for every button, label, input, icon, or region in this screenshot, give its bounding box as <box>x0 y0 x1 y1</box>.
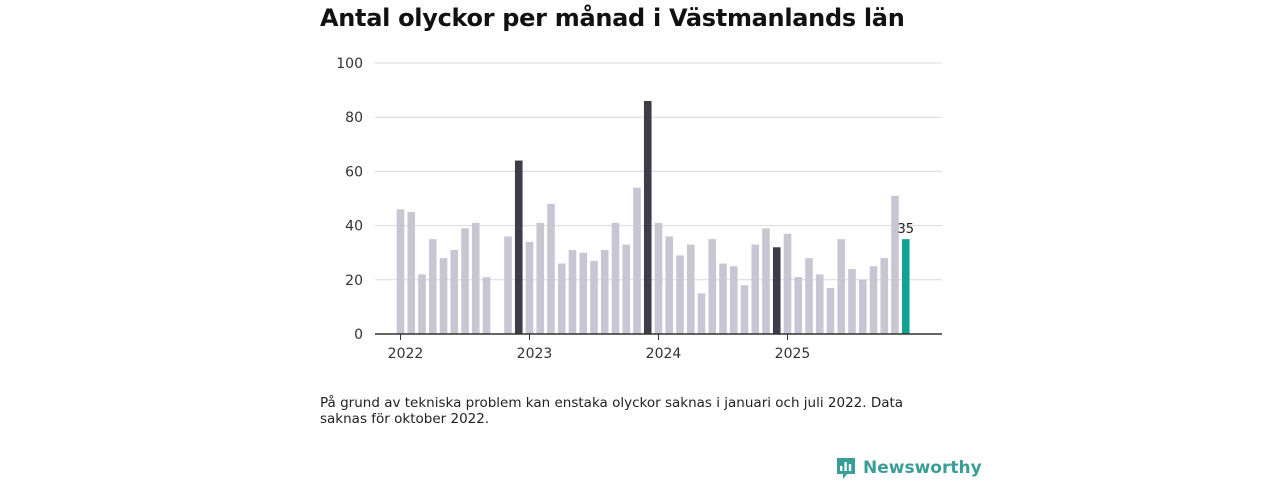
bar <box>579 252 588 334</box>
bar <box>858 279 867 334</box>
bar <box>407 212 416 334</box>
bar <box>396 209 405 334</box>
bar <box>622 244 631 334</box>
bar <box>848 268 856 334</box>
bar <box>450 249 459 334</box>
newsworthy-logo-icon <box>837 458 855 479</box>
bar <box>525 241 534 334</box>
x-tick-label: 2025 <box>775 346 811 362</box>
bar <box>783 233 792 334</box>
bar <box>514 160 523 334</box>
bar <box>708 239 717 334</box>
bar <box>901 239 910 334</box>
bar <box>568 249 577 334</box>
bar <box>826 287 835 334</box>
y-tick-label: 40 <box>345 219 363 235</box>
bar <box>729 266 738 334</box>
bar <box>772 247 781 334</box>
bar <box>482 277 491 334</box>
bar <box>686 244 695 334</box>
y-tick-label: 80 <box>345 110 363 126</box>
x-tick-label: 2022 <box>388 346 424 362</box>
chart-title: Antal olyckor per månad i Västmanlands l… <box>320 4 905 32</box>
y-tick-label: 20 <box>345 273 363 289</box>
bar <box>504 236 512 334</box>
bar <box>654 222 663 334</box>
brand-name: Newsworthy <box>863 458 982 478</box>
bar <box>869 266 878 334</box>
y-tick-label: 100 <box>336 56 363 72</box>
bar <box>547 203 555 334</box>
bar <box>740 285 749 334</box>
x-tick-label: 2023 <box>517 346 553 362</box>
bar <box>557 263 566 334</box>
bar <box>428 239 437 334</box>
bar <box>633 187 641 334</box>
bar <box>719 263 727 334</box>
bar <box>676 255 684 334</box>
bar <box>805 258 813 334</box>
bar <box>439 258 448 334</box>
x-tick-label: 2024 <box>646 346 682 362</box>
bar <box>751 244 760 334</box>
bar <box>471 222 480 334</box>
bar <box>880 258 889 334</box>
bar <box>590 260 598 334</box>
y-tick-label: 0 <box>354 327 363 343</box>
footnote: På grund av tekniska problem kan enstaka… <box>320 395 904 427</box>
bar <box>536 222 545 334</box>
bar <box>697 293 706 334</box>
bar <box>461 228 469 334</box>
bar <box>418 274 426 334</box>
bar <box>891 195 899 334</box>
bar <box>611 222 620 334</box>
y-tick-label: 60 <box>345 164 363 180</box>
bar <box>643 100 652 334</box>
brand-logo[interactable]: Newsworthy <box>835 455 982 481</box>
bar-chart: 0 20 40 60 80 100 2022 2023 2024 2025 35 <box>336 56 942 362</box>
bar <box>762 228 770 334</box>
bar <box>665 236 674 334</box>
data-label-latest: 35 <box>897 222 914 237</box>
bar <box>837 239 846 334</box>
bar <box>794 277 803 334</box>
bar <box>815 274 824 334</box>
bar <box>600 249 609 334</box>
